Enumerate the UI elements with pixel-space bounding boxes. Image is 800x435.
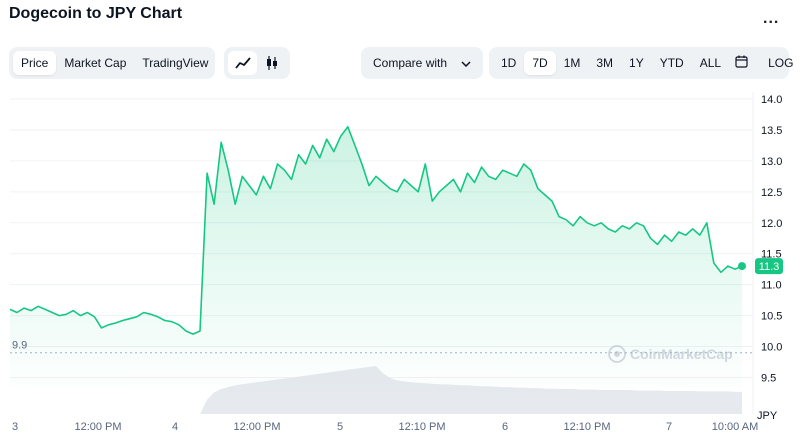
y-tick-label: 10.0 (761, 342, 782, 354)
log-toggle[interactable]: LOG (768, 56, 794, 70)
current-price-badge: 11.3 (755, 258, 783, 275)
range-3m[interactable]: 3M (596, 56, 614, 70)
price-area (10, 126, 742, 397)
candlestick-icon[interactable] (257, 51, 286, 75)
tab-market-cap[interactable]: Market Cap (64, 56, 127, 70)
y-tick-label: 9.5 (761, 372, 776, 384)
x-tick-label: 7 (666, 421, 672, 433)
watermark-text: CoinMarketCap (630, 346, 733, 362)
calendar-icon[interactable] (729, 51, 754, 75)
y-tick-label: 13.0 (761, 156, 782, 168)
x-tick-label: 12:00 PM (74, 421, 121, 433)
open-price-label: 9.9 (12, 340, 27, 352)
chart-type-toggle (224, 47, 290, 79)
x-axis-ticks: 3 12:00 PM 4 12:00 PM 5 12:10 PM 6 12:10 PM 7 10:… (12, 421, 758, 433)
y-tick-label: 13.5 (761, 125, 782, 137)
x-tick-label: 4 (172, 421, 178, 433)
range-7d[interactable]: 7D (524, 51, 556, 75)
price-line (9, 126, 743, 335)
range-1m[interactable]: 1M (563, 56, 581, 70)
range-1y[interactable]: 1Y (629, 56, 644, 70)
watermark: CoinMarketCap (608, 345, 733, 363)
x-tick-label: 10:00 AM (712, 421, 758, 433)
tab-price[interactable]: Price (13, 51, 57, 75)
x-tick-label: 12:10 PM (398, 421, 445, 433)
y-tick-label: 14.0 (761, 94, 782, 106)
y-axis-ticks: 9.5 10.0 10.5 11.0 11.5 12.0 12.5 13.0 13.5 14.0 (761, 94, 782, 384)
range-ytd[interactable]: YTD (659, 56, 684, 70)
x-tick-label: 12:10 PM (563, 421, 610, 433)
range-all[interactable]: ALL (699, 56, 722, 70)
compare-dropdown[interactable]: Compare with (361, 47, 483, 79)
chevron-down-icon (461, 56, 471, 70)
page-title: Dogecoin to JPY Chart (9, 5, 183, 22)
y-tick-label: 10.5 (761, 311, 782, 323)
y-tick-label: 11.0 (761, 280, 782, 292)
x-tick-label: 6 (502, 421, 508, 433)
range-selector: 1D 7D 1M 3M 1Y YTD ALL LOG (489, 47, 793, 79)
x-tick-label: 5 (337, 421, 343, 433)
x-tick-label: 12:00 PM (233, 421, 280, 433)
compare-label: Compare with (373, 56, 448, 70)
y-tick-label: 12.5 (761, 187, 782, 199)
tab-tradingview[interactable]: TradingView (142, 56, 209, 70)
current-price-value: 11.3 (759, 261, 780, 273)
y-tick-label: 12.0 (761, 218, 782, 230)
price-chart[interactable]: 9.9 9.5 10.0 10.5 11.0 11.5 12.0 12.5 13.0 13.5 1… (0, 88, 800, 435)
y-tick-label: 11.5 (761, 249, 782, 261)
chart-tabs: Price Market Cap TradingView (9, 47, 215, 79)
current-price-dot (738, 262, 746, 271)
currency-label: JPY (757, 410, 778, 422)
range-1d[interactable]: 1D (501, 56, 517, 70)
line-chart-icon[interactable] (228, 51, 257, 75)
more-options-icon[interactable]: ... (763, 10, 780, 27)
x-tick-label: 3 (12, 421, 18, 433)
